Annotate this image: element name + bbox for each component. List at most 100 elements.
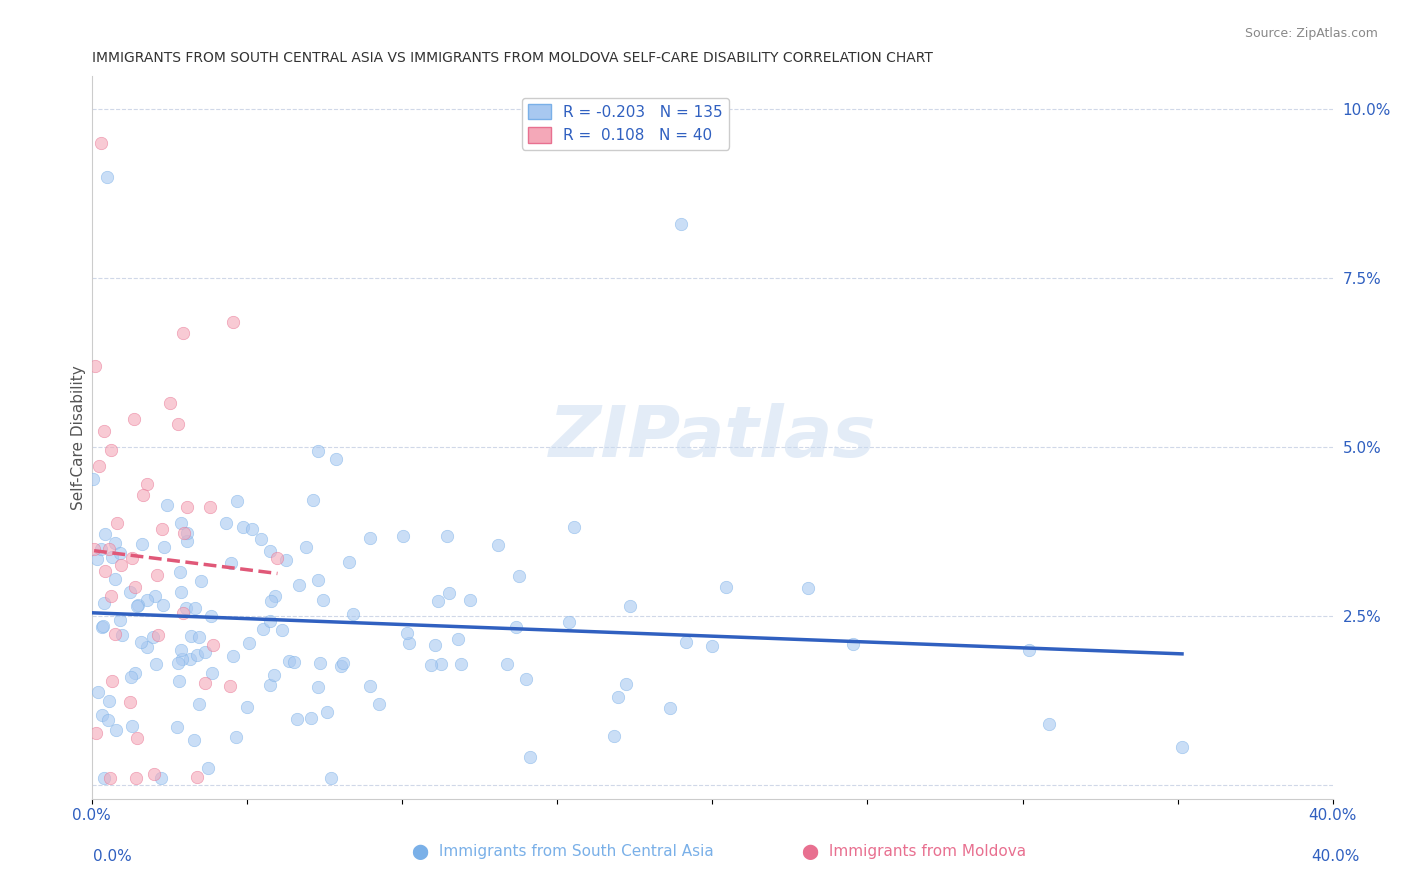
- Point: [93, 596, 115, 610]
- Point: [309, 657, 332, 671]
- Point: [124, 665, 146, 680]
- Point: [198, 500, 221, 514]
- Point: [194, 676, 217, 690]
- Point: [167, 673, 190, 688]
- Point: [84, 725, 107, 739]
- Point: [120, 670, 142, 684]
- Point: [218, 679, 240, 693]
- Point: [90, 136, 112, 150]
- Point: [90, 620, 112, 634]
- Point: [142, 630, 165, 644]
- Point: [100, 443, 122, 458]
- Point: [519, 750, 541, 764]
- Point: [190, 574, 212, 588]
- Point: [505, 620, 527, 634]
- Point: [295, 540, 318, 554]
- Point: [700, 639, 723, 653]
- Point: [606, 690, 628, 704]
- Point: [172, 651, 194, 665]
- Point: [558, 615, 581, 630]
- Point: [277, 654, 299, 668]
- Point: [392, 529, 415, 543]
- Point: [167, 417, 190, 432]
- Point: [562, 520, 585, 534]
- Point: [1171, 739, 1194, 754]
- Point: [659, 701, 682, 715]
- Point: [121, 718, 143, 732]
- Point: [145, 657, 167, 672]
- Point: [515, 673, 537, 687]
- Point: [132, 488, 155, 502]
- Point: [125, 599, 148, 614]
- Point: [83, 359, 105, 374]
- Point: [135, 593, 157, 607]
- Point: [93, 424, 115, 438]
- Point: [1038, 717, 1060, 731]
- Text: Source: ZipAtlas.com: Source: ZipAtlas.com: [1244, 27, 1378, 40]
- Point: [129, 635, 152, 649]
- Point: [263, 590, 285, 604]
- Point: [250, 532, 273, 546]
- Point: [124, 580, 146, 594]
- Point: [96, 169, 118, 184]
- Point: [186, 770, 208, 784]
- Point: [225, 493, 247, 508]
- Point: [287, 578, 309, 592]
- Point: [188, 630, 211, 644]
- Point: [797, 581, 820, 595]
- Point: [675, 635, 697, 649]
- Point: [259, 678, 281, 692]
- Text: 0.0%: 0.0%: [93, 849, 132, 863]
- Point: [270, 624, 292, 638]
- Point: [266, 551, 288, 566]
- Text: 40.0%: 40.0%: [1312, 849, 1360, 863]
- Point: [215, 516, 238, 530]
- Point: [194, 645, 217, 659]
- Point: [201, 665, 224, 680]
- Point: [180, 628, 202, 642]
- Point: [283, 655, 305, 669]
- Point: [98, 772, 121, 786]
- Legend: R = -0.203   N = 135, R =  0.108   N = 40: R = -0.203 N = 135, R = 0.108 N = 40: [522, 97, 728, 150]
- Point: [104, 535, 127, 549]
- Point: [173, 526, 195, 541]
- Point: [90, 707, 112, 722]
- Point: [142, 767, 165, 781]
- Point: [342, 607, 364, 621]
- Point: [307, 443, 329, 458]
- Point: [131, 536, 153, 550]
- Point: [169, 565, 191, 579]
- Point: [240, 522, 263, 536]
- Point: [104, 572, 127, 586]
- Point: [159, 396, 181, 410]
- Point: [170, 585, 193, 599]
- Point: [274, 553, 297, 567]
- Point: [176, 526, 198, 541]
- Point: [100, 673, 122, 688]
- Point: [337, 555, 360, 569]
- Point: [671, 217, 693, 231]
- Point: [603, 729, 626, 743]
- Point: [87, 685, 110, 699]
- Point: [150, 522, 173, 536]
- Point: [127, 731, 149, 745]
- Point: [299, 711, 322, 725]
- Point: [94, 564, 117, 578]
- Point: [118, 584, 141, 599]
- Point: [156, 498, 179, 512]
- Point: [398, 636, 420, 650]
- Point: [174, 600, 197, 615]
- Point: [486, 538, 509, 552]
- Point: [90, 541, 112, 556]
- Point: [263, 668, 285, 682]
- Point: [176, 500, 198, 514]
- Point: [166, 720, 188, 734]
- Point: [91, 618, 114, 632]
- Point: [302, 492, 325, 507]
- Point: [93, 772, 115, 786]
- Point: [232, 519, 254, 533]
- Point: [319, 772, 342, 786]
- Text: ⬤  Immigrants from Moldova: ⬤ Immigrants from Moldova: [801, 845, 1026, 860]
- Point: [287, 712, 309, 726]
- Point: [359, 531, 381, 545]
